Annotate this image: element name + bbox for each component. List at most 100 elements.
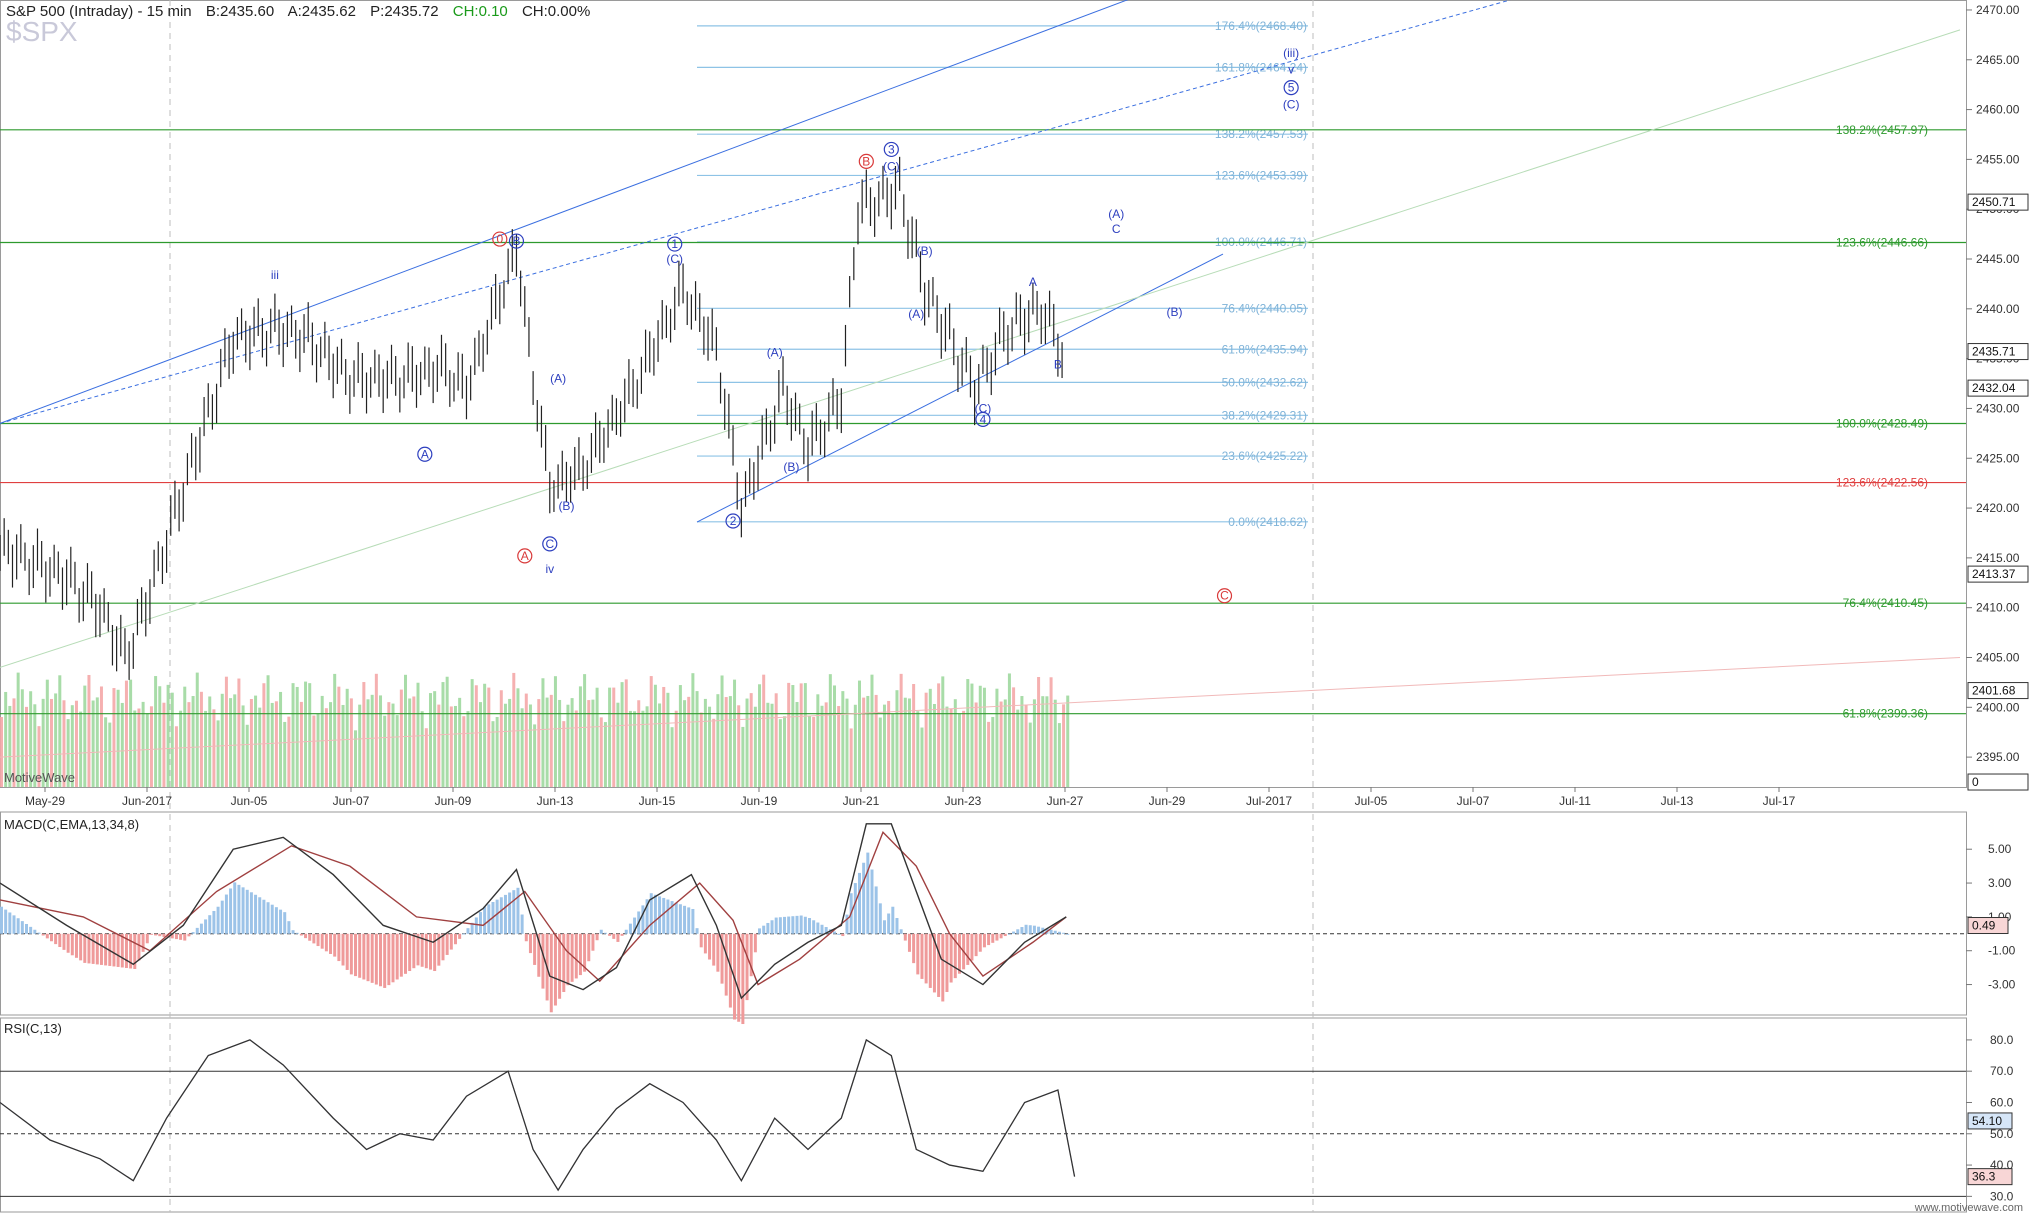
macd-title: MACD(C,EMA,13,34,8): [4, 817, 140, 832]
macd-histogram-bar: [516, 887, 520, 934]
macd-histogram-bar: [941, 933, 945, 1002]
macd-histogram-bar: [79, 933, 83, 961]
volume-bar: [24, 706, 28, 787]
date-axis-label: Jun-2017: [122, 794, 172, 808]
volume-bar: [224, 676, 228, 787]
date-axis-label: Jul-07: [1457, 794, 1490, 808]
macd-histogram-bar: [537, 933, 541, 977]
volume-bar: [587, 700, 591, 787]
macd-histogram-bar: [803, 916, 807, 934]
volume-bar: [637, 700, 641, 787]
macd-histogram-bar: [112, 933, 116, 967]
price-tag-label: 2413.37: [1972, 567, 2016, 581]
macd-histogram-bar: [12, 915, 16, 934]
volume-bar: [358, 704, 362, 787]
wave-label: B: [512, 234, 520, 248]
volume-bar: [720, 675, 724, 787]
volume-bar: [249, 699, 253, 787]
macd-histogram-bar: [324, 933, 328, 952]
macd-histogram-bar: [1016, 929, 1020, 934]
macd-histogram-bar: [703, 933, 707, 954]
macd-histogram-bar: [141, 933, 145, 952]
macd-histogram-bar: [549, 933, 553, 1013]
volume-bar: [29, 691, 33, 787]
volume-bar: [191, 696, 195, 787]
macd-histogram-bar: [183, 933, 187, 941]
macd-histogram-bar: [591, 933, 595, 951]
macd-histogram-bar: [1007, 933, 1011, 935]
macd-histogram-bar: [841, 933, 845, 937]
date-axis-label: Jun-15: [639, 794, 676, 808]
macd-histogram-bar: [712, 933, 716, 966]
volume-bar: [237, 678, 241, 787]
macd-histogram-bar: [982, 933, 986, 948]
macd-histogram-bar: [124, 933, 128, 968]
volume-bar: [670, 727, 674, 787]
volume-bar: [20, 689, 24, 787]
macd-histogram-bar: [216, 906, 220, 934]
volume-bar: [420, 711, 424, 787]
macd-histogram-bar: [74, 933, 78, 958]
rsi-shadow-line: [0, 1039, 1076, 1192]
macd-histogram-bar: [1028, 925, 1032, 934]
volume-bar: [258, 707, 262, 787]
volume-bar: [791, 685, 795, 787]
volume-bar: [687, 696, 691, 787]
macd-histogram-bar: [370, 933, 374, 983]
fib-level-label: 50.0%(2432.62): [1222, 375, 1307, 389]
volume-bar: [316, 714, 320, 787]
price-axis-label: 2470.00: [1976, 3, 2020, 17]
volume-bar: [295, 686, 299, 787]
volume-bar: [478, 702, 482, 787]
macd-histogram-bar: [991, 933, 995, 943]
macd-histogram-bar: [441, 933, 445, 961]
volume-bar: [445, 676, 449, 787]
volume-bar: [333, 673, 337, 787]
macd-histogram-bar: [499, 897, 503, 934]
price-axis-label: 2425.00: [1976, 451, 2020, 465]
macd-histogram-bar: [191, 932, 195, 934]
macd-histogram-bar: [424, 933, 428, 969]
macd-histogram-bar: [887, 913, 891, 934]
volume-bar: [962, 710, 966, 787]
macd-histogram-bar: [195, 927, 199, 934]
wave-label: (B): [917, 244, 933, 258]
volume-bar: [433, 691, 437, 787]
volume-bar: [899, 673, 903, 787]
macd-histogram-bar: [970, 933, 974, 961]
fib-level-label: 23.6%(2425.22): [1222, 449, 1307, 463]
macd-histogram-bar: [358, 933, 362, 978]
macd-histogram-bar: [937, 933, 941, 997]
macd-histogram-bar: [45, 933, 49, 939]
price-axis-label: 2405.00: [1976, 650, 2020, 664]
volume-bar: [712, 718, 716, 787]
macd-histogram-bar: [49, 933, 53, 942]
macd-histogram-bar: [716, 933, 720, 972]
macd-histogram-bar: [924, 933, 928, 984]
fib-level-label: 123.6%(2453.39): [1215, 168, 1307, 182]
volume-bar: [774, 693, 778, 787]
fib-level-label: 76.4%(2440.05): [1222, 301, 1307, 315]
target-level-label: 138.2%(2457.97): [1836, 123, 1928, 137]
macd-histogram-bar: [391, 933, 395, 983]
volume-bar: [783, 716, 787, 787]
volume-bar: [41, 698, 45, 787]
macd-histogram-bar: [437, 933, 441, 966]
wave-label-circle: [542, 536, 558, 552]
price-tag-box: [1967, 379, 2029, 397]
volume-bar: [920, 727, 924, 787]
macd-histogram-bar: [820, 924, 824, 934]
volume-bar: [733, 679, 737, 787]
macd-histogram-bar: [608, 933, 612, 936]
macd-histogram-bar: [862, 862, 866, 934]
volume-bar: [141, 701, 145, 787]
volume-bar: [187, 702, 191, 787]
rsi-value-label: 36.3: [1972, 1170, 1996, 1184]
volume-bar: [512, 672, 516, 787]
volume-bar: [1003, 699, 1007, 787]
date-axis-label: Jul-2017: [1246, 794, 1292, 808]
volume-bar: [728, 696, 732, 787]
volume-bar: [778, 719, 782, 787]
rsi-panel-frame: [0, 1017, 1967, 1213]
volume-bar: [708, 706, 712, 787]
